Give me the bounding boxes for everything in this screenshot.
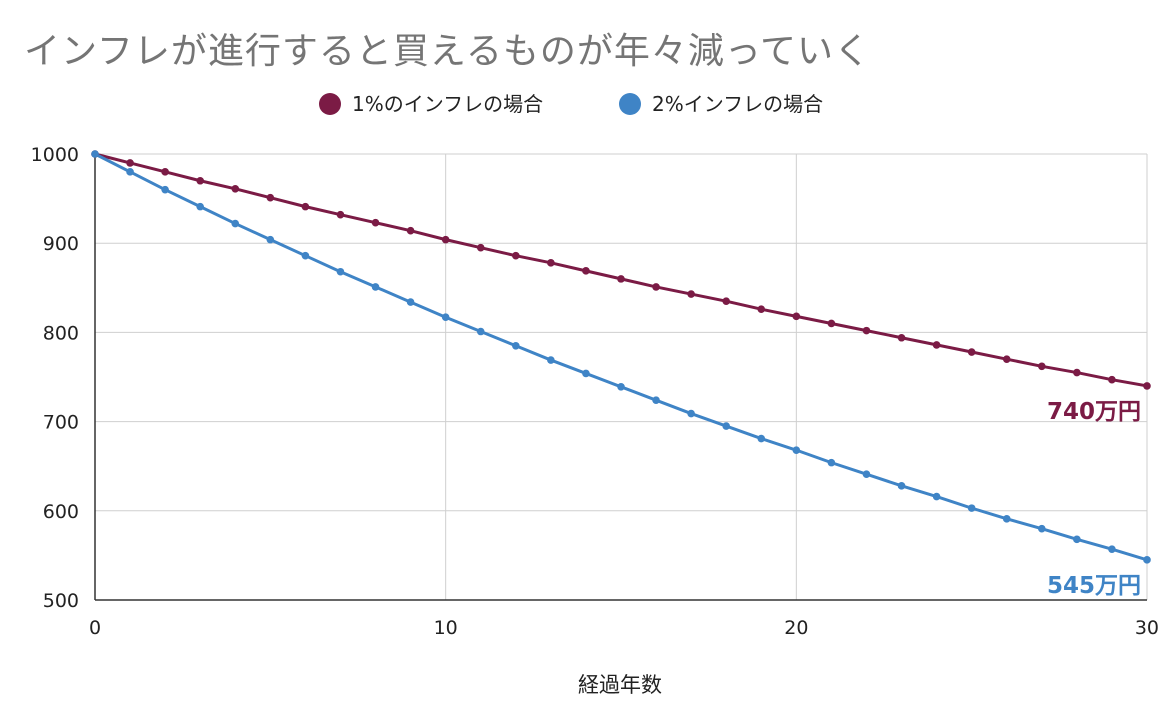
data-point xyxy=(967,504,976,512)
data-point xyxy=(1038,362,1046,371)
data-point xyxy=(301,251,310,260)
data-point xyxy=(1143,556,1151,564)
data-point xyxy=(617,383,625,391)
series-line-1 xyxy=(94,152,1148,388)
data-point xyxy=(547,356,555,364)
data-point xyxy=(932,492,941,501)
data-point xyxy=(652,396,660,404)
data-point xyxy=(792,312,801,321)
data-point xyxy=(1002,355,1011,363)
y-tick-label: 600 xyxy=(43,501,79,523)
x-tick-label: 0 xyxy=(89,617,101,639)
data-point xyxy=(757,305,766,314)
x-tick-label: 20 xyxy=(784,617,808,639)
legend: 1%のインフレの場合 2%インフレの場合 xyxy=(319,92,823,116)
chart-title: インフレが進行すると買えるものが年々減っていく xyxy=(24,31,872,72)
data-point xyxy=(406,226,415,235)
series-lines xyxy=(94,152,1148,562)
data-point xyxy=(126,168,134,176)
data-point xyxy=(1002,515,1011,523)
y-tick-label: 700 xyxy=(43,412,79,434)
legend-label-1: 1%のインフレの場合 xyxy=(352,92,543,116)
data-point xyxy=(161,185,169,194)
data-point xyxy=(862,326,871,335)
data-point xyxy=(161,168,169,176)
data-point xyxy=(722,422,730,430)
x-axis-tick-labels: 0 10 20 30 xyxy=(89,617,1159,639)
data-point xyxy=(512,251,520,260)
y-axis-tick-labels: 500 600 700 800 900 1000 xyxy=(31,144,79,612)
data-point xyxy=(897,482,906,490)
data-point xyxy=(126,159,134,167)
data-point xyxy=(582,369,590,378)
data-point xyxy=(1108,545,1116,553)
data-point xyxy=(792,446,801,454)
data-point xyxy=(687,409,695,418)
data-point xyxy=(196,176,204,185)
data-point xyxy=(1073,535,1081,544)
data-point xyxy=(547,259,555,267)
data-point xyxy=(757,434,766,443)
x-tick-label: 10 xyxy=(434,617,458,639)
data-point xyxy=(897,333,906,342)
data-point xyxy=(1108,375,1116,384)
data-point xyxy=(371,283,380,291)
grid-lines xyxy=(95,153,1148,600)
data-point xyxy=(617,275,625,283)
data-point xyxy=(336,267,345,276)
data-point xyxy=(722,297,730,305)
y-tick-label: 800 xyxy=(43,322,79,344)
data-point xyxy=(406,298,415,306)
data-point xyxy=(231,219,240,228)
data-point xyxy=(371,218,380,227)
y-tick-label: 1000 xyxy=(31,144,79,166)
y-tick-label: 500 xyxy=(43,590,79,612)
data-point xyxy=(1038,524,1046,533)
data-point xyxy=(1073,368,1081,377)
legend-label-2: 2%インフレの場合 xyxy=(652,92,823,116)
data-point xyxy=(266,235,275,244)
axes xyxy=(94,154,1147,601)
data-point xyxy=(266,193,275,202)
data-point xyxy=(827,458,836,467)
data-point xyxy=(231,184,240,193)
data-point xyxy=(687,290,695,298)
data-point xyxy=(441,235,450,244)
data-point xyxy=(582,267,590,275)
data-point xyxy=(512,341,520,350)
series-end-label-1: 740万円 xyxy=(1047,399,1141,425)
legend-marker-1 xyxy=(319,93,341,115)
x-axis-label: 経過年数 xyxy=(578,673,662,697)
data-point xyxy=(827,319,836,328)
data-point xyxy=(196,202,204,211)
data-point xyxy=(652,283,660,291)
data-point xyxy=(1143,382,1151,390)
data-point xyxy=(441,313,450,322)
series-end-label-2: 545万円 xyxy=(1047,573,1141,599)
data-point xyxy=(301,202,310,211)
legend-marker-2 xyxy=(619,93,641,115)
data-point xyxy=(862,470,871,479)
data-point xyxy=(91,150,99,158)
end-labels: 740万円 545万円 xyxy=(1047,399,1141,599)
data-point xyxy=(476,327,485,336)
y-tick-label: 900 xyxy=(43,233,79,255)
data-point xyxy=(476,243,485,252)
data-point xyxy=(967,348,976,356)
data-point xyxy=(336,210,345,219)
series-points xyxy=(91,150,1151,564)
x-tick-label: 30 xyxy=(1135,617,1159,639)
data-point xyxy=(932,341,941,349)
